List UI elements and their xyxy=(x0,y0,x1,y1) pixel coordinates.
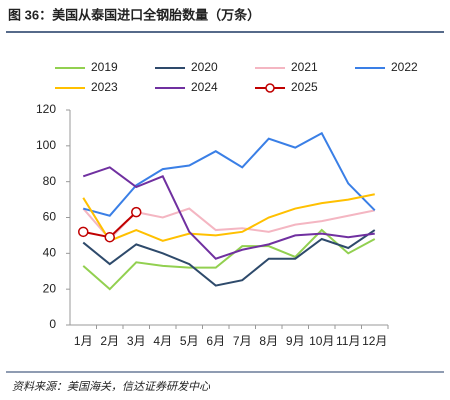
x-tick-label: 6月 xyxy=(206,334,225,348)
chart-title: 图 36：美国从泰国进口全钢胎数量（万条） xyxy=(8,7,260,22)
y-tick-label: 40 xyxy=(43,246,57,260)
legend-label: 2020 xyxy=(191,60,218,74)
y-tick-label: 60 xyxy=(43,210,57,224)
legend-label: 2024 xyxy=(191,80,218,94)
x-tick-label: 4月 xyxy=(153,334,172,348)
y-tick-label: 80 xyxy=(43,174,57,188)
x-tick-label: 5月 xyxy=(180,334,199,348)
point-marker xyxy=(131,206,142,218)
x-tick-label: 1月 xyxy=(74,334,93,348)
legend-marker xyxy=(265,83,275,93)
x-tick-label: 2月 xyxy=(100,334,119,348)
y-tick-label: 100 xyxy=(36,138,56,152)
point-marker xyxy=(78,226,89,238)
series-line xyxy=(82,229,376,287)
legend-label: 2019 xyxy=(91,60,118,74)
x-tick-label: 12月 xyxy=(362,334,387,348)
series-line xyxy=(82,131,376,217)
series-line xyxy=(82,166,375,260)
y-tick-label: 0 xyxy=(49,317,56,331)
legend-label: 2021 xyxy=(291,60,318,74)
point-marker xyxy=(104,231,115,243)
series-line xyxy=(82,193,375,243)
x-tick-label: 11月 xyxy=(336,334,360,348)
x-tick-label: 9月 xyxy=(286,334,305,348)
y-tick-label: 20 xyxy=(43,281,57,295)
source: 资料来源：美国海关，信达证券研发中心 xyxy=(12,380,211,393)
legend-label: 2022 xyxy=(391,60,418,74)
x-tick-label: 8月 xyxy=(259,334,278,348)
legend-label: 2025 xyxy=(291,80,318,94)
y-tick-label: 120 xyxy=(36,102,56,116)
x-tick-label: 3月 xyxy=(127,334,146,348)
legend-label: 2023 xyxy=(91,80,118,94)
x-tick-label: 10月 xyxy=(309,334,334,348)
series-line xyxy=(82,228,376,291)
x-tick-label: 7月 xyxy=(233,334,252,348)
